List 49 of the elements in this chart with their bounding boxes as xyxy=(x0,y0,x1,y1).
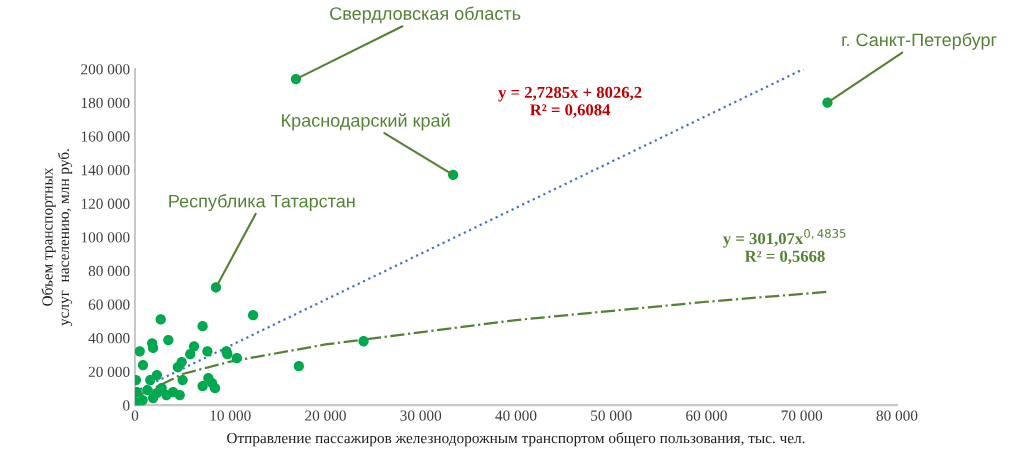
point xyxy=(197,320,208,332)
y-tick-label: 160 000 xyxy=(81,131,130,142)
point xyxy=(185,349,196,360)
point xyxy=(209,383,221,394)
y-tick-label: 60 000 xyxy=(88,299,130,310)
point xyxy=(163,334,174,346)
point xyxy=(134,346,145,357)
x-tick-label: 30 000 xyxy=(400,410,442,421)
y-axis-title: Объем транспортных услуг населению, млн руб. xyxy=(41,149,73,326)
point xyxy=(202,346,213,357)
y-tick-label: 120 000 xyxy=(81,198,130,209)
y-tick-label: 100 000 xyxy=(81,232,130,243)
annotation: y = 2,7285x + 8026,2 R² = 0,6084 xyxy=(498,86,642,118)
y-tick-label: 180 000 xyxy=(81,97,130,109)
point xyxy=(137,359,149,371)
x-axis-title: Отправление пассажиров железнодорожным транспортом общего пользования, тыс. чел. xyxy=(227,432,805,447)
y-tick-label: 200 000 xyxy=(81,64,130,75)
point xyxy=(167,387,179,398)
x-tick-label: 40 000 xyxy=(495,410,537,421)
point xyxy=(231,352,243,364)
y-tick-label: 80 000 xyxy=(88,265,130,277)
point xyxy=(293,360,304,372)
x-tick-label: 50 000 xyxy=(591,410,632,421)
point xyxy=(247,310,259,321)
y-tick-label: 140 000 xyxy=(81,164,130,176)
annotation: Республика Татарстан xyxy=(169,194,355,212)
x-tick-label: 60 000 xyxy=(686,410,727,421)
point xyxy=(358,336,369,347)
annotation: y = 301,07x$^{0,4835}$ R² = 0,5668 xyxy=(723,229,846,265)
y-tick-label: 20 000 xyxy=(88,366,130,377)
y-tick-label: 0 xyxy=(123,400,130,411)
point xyxy=(197,380,208,392)
x-tick-label: 80 000 xyxy=(876,410,918,421)
point xyxy=(177,374,188,386)
y-tick-label: 40 000 xyxy=(88,333,130,344)
annotation: г. Санкт-Петербург xyxy=(842,32,997,50)
point xyxy=(151,388,163,399)
point xyxy=(142,385,153,396)
x-tick-label: 70 000 xyxy=(781,410,823,421)
annotation: Краснодарский край xyxy=(282,113,450,131)
x-tick-label: 0 xyxy=(131,410,139,421)
x-tick-label: 10 000 xyxy=(210,410,251,421)
point xyxy=(151,369,163,381)
x-tick-label: 20 000 xyxy=(305,410,346,421)
annotation: Свердловская область xyxy=(330,6,521,24)
point xyxy=(155,314,166,325)
point xyxy=(172,361,183,373)
point xyxy=(188,341,200,352)
point xyxy=(134,387,143,398)
